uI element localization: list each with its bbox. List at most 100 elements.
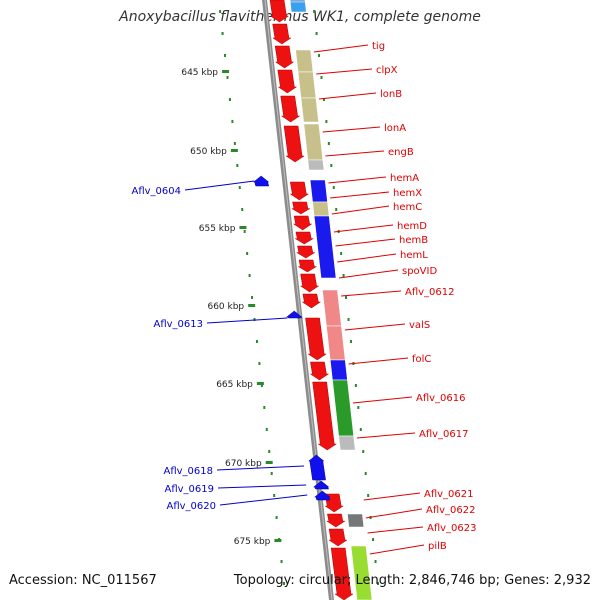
reverse-gene-arrow: [312, 480, 330, 490]
forward-gene-label: hemC: [393, 202, 422, 213]
forward-gene-arrow: [283, 125, 305, 163]
ruler-tick-label: 675 kbp: [234, 537, 271, 547]
ruler-tick-label: 670 kbp: [225, 459, 262, 469]
reverse-label-leader: [206, 317, 288, 324]
forward-gene-arrow: [297, 259, 318, 273]
strand-dot: [372, 538, 375, 541]
forward-label-leader: [363, 492, 421, 501]
ruler-dot: [243, 230, 246, 233]
reverse-gene-label: Aflv_0618: [163, 466, 213, 477]
ruler-dot: [255, 340, 258, 343]
strand-dot: [313, 10, 316, 13]
ruler-dot: [248, 274, 251, 277]
strand-dot: [325, 120, 328, 123]
forward-label-leader: [331, 205, 390, 215]
strand-dot: [374, 560, 377, 563]
cog-color-bar: [326, 325, 346, 361]
ruler-dot: [260, 384, 263, 387]
strand-dot: [367, 494, 370, 497]
forward-gene-label: tig: [372, 41, 385, 52]
ruler-dot: [226, 76, 229, 79]
strand-dot: [330, 164, 333, 167]
forward-gene-arrow: [324, 493, 344, 513]
strand-dot: [327, 142, 330, 145]
ruler-dot: [253, 318, 256, 321]
strand-dot: [349, 340, 352, 343]
strand-dot: [315, 32, 318, 35]
reverse-gene-arrow: [286, 310, 303, 319]
strand-dot: [318, 54, 321, 57]
cog-color-bar: [307, 159, 325, 171]
ruler-dot: [233, 142, 236, 145]
ruler-tick-mark: [222, 70, 230, 73]
ruler-tick-label: 660 kbp: [207, 302, 244, 312]
reverse-label-leader: [216, 465, 305, 471]
ruler-dot: [251, 296, 254, 299]
cog-color-bar: [300, 97, 319, 123]
forward-label-leader: [335, 238, 396, 247]
forward-label-leader: [352, 396, 413, 404]
cog-color-bar: [322, 289, 342, 327]
genome-summary-label: Topology: circular; Length: 2,846,746 bp…: [233, 573, 591, 588]
cog-color-bar: [347, 513, 365, 528]
forward-gene-arrow: [309, 361, 330, 381]
ruler-tick-mark: [239, 226, 247, 229]
ruler-tick-label: 650 kbp: [190, 147, 227, 157]
forward-gene-label: hemB: [399, 235, 428, 246]
strand-dot: [357, 406, 360, 409]
ruler-dot: [273, 494, 276, 497]
forward-gene-arrow: [290, 201, 311, 215]
forward-gene-label: folC: [412, 354, 431, 365]
forward-label-leader: [337, 253, 397, 263]
forward-gene-label: Aflv_0621: [424, 489, 474, 500]
cog-color-bar: [289, 1, 307, 13]
ruler-tick-label: 665 kbp: [216, 380, 253, 390]
ruler-dot: [268, 450, 271, 453]
reverse-label-leader: [217, 484, 307, 489]
ruler-dot: [265, 428, 268, 431]
ruler-dot: [219, 10, 222, 13]
forward-gene-label: engB: [388, 147, 414, 158]
forward-label-leader: [333, 224, 394, 233]
cog-color-bar: [332, 379, 355, 437]
forward-gene-label: spoVID: [402, 266, 437, 277]
forward-gene-arrow: [295, 245, 316, 259]
strand-dot: [364, 472, 367, 475]
forward-gene-arrow: [299, 273, 320, 293]
ruler-tick-mark: [274, 539, 282, 542]
forward-gene-arrow: [274, 45, 295, 69]
forward-label-leader: [341, 290, 402, 297]
forward-gene-label: Aflv_0623: [427, 523, 477, 534]
reverse-gene-arrow: [252, 175, 270, 187]
reverse-gene-arrow: [314, 490, 331, 501]
forward-gene-label: hemX: [393, 188, 422, 199]
forward-gene-arrow: [312, 381, 338, 451]
ruler-dot: [221, 32, 224, 35]
ruler-tick-mark: [230, 149, 238, 152]
forward-gene-label: lonB: [380, 89, 402, 100]
strand-dot: [335, 208, 338, 211]
strand-dot: [340, 252, 343, 255]
ruler-dot: [241, 208, 244, 211]
ruler-tick-mark: [248, 304, 256, 307]
forward-gene-label: Aflv_0616: [416, 393, 466, 404]
cog-color-bar: [297, 71, 317, 99]
accession-label: Accession: NC_011567: [9, 573, 157, 588]
ruler-dot: [246, 252, 249, 255]
forward-gene-label: valS: [409, 320, 430, 331]
ruler-dot: [263, 406, 266, 409]
forward-label-leader: [344, 323, 406, 331]
forward-gene-label: Aflv_0622: [426, 505, 476, 516]
forward-gene-arrow: [328, 528, 348, 547]
ruler-dot: [258, 362, 261, 365]
reverse-gene-label: Aflv_0604: [131, 186, 181, 197]
forward-label-leader: [365, 508, 423, 519]
forward-gene-arrow: [280, 95, 301, 123]
forward-label-leader: [316, 68, 373, 75]
cog-color-bar: [350, 545, 373, 600]
strand-dot: [354, 384, 357, 387]
forward-label-leader: [338, 269, 399, 279]
strand-dot: [332, 186, 335, 189]
forward-gene-label: Aflv_0617: [419, 429, 469, 440]
